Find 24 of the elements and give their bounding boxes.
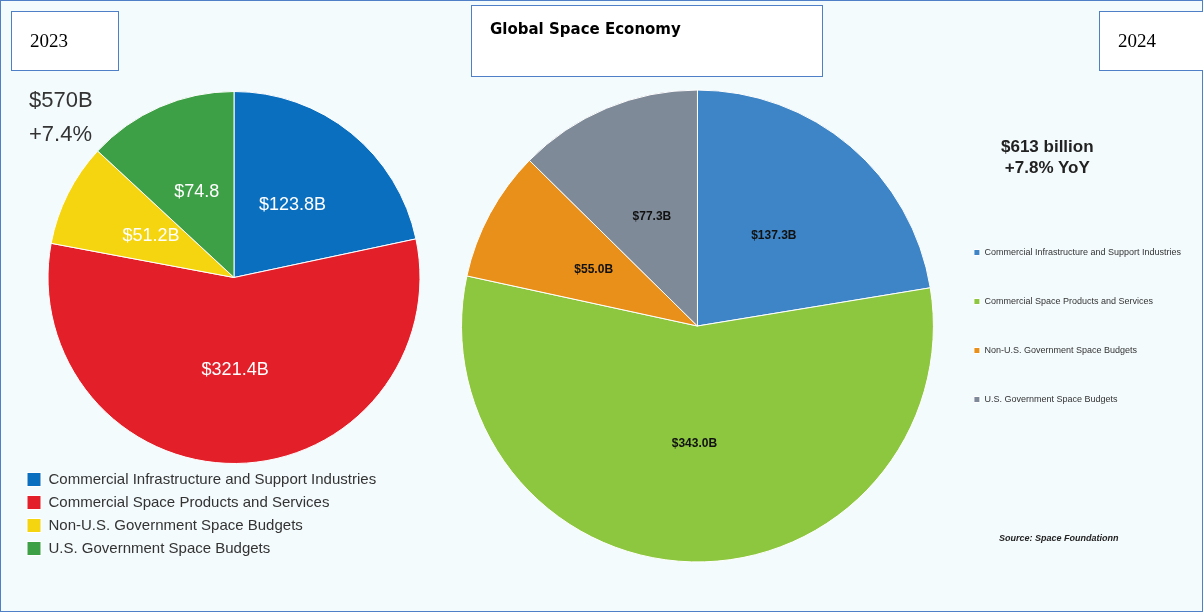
text: +7.4% — [29, 120, 93, 148]
chart-title: 2023 — [11, 11, 119, 71]
legend-label: Commercial Space Products and Services — [984, 295, 1154, 306]
legend-label: Commercial Infrastructure and Support Industries — [48, 469, 377, 487]
data-label: $77.3B — [632, 209, 672, 224]
data-label: $55.0B — [574, 262, 614, 277]
data-label: $321.4B — [201, 359, 269, 380]
text: $613 billion — [1001, 136, 1094, 157]
legend-label: Non-U.S. Government Space Budgets — [984, 344, 1138, 355]
legend-label: U.S. Government Space Budgets — [984, 393, 1118, 404]
source-note: Source: Space Foundationn — [999, 533, 1119, 543]
legend-label: Commercial Space Products and Services — [48, 492, 330, 510]
legend-label: Non-U.S. Government Space Budgets — [48, 515, 303, 533]
data-label: $74.8 — [174, 181, 220, 202]
chart-subtitle: Global Space Economy — [471, 5, 823, 77]
legend-label: Commercial Infrastructure and Support Industries — [984, 246, 1182, 257]
chart-title: 2024 — [1099, 11, 1203, 71]
data-label: $137.3B — [751, 228, 797, 243]
legend-label: U.S. Government Space Budgets — [48, 538, 271, 556]
data-label: $51.2B — [122, 224, 180, 245]
data-label: $123.8B — [259, 194, 327, 215]
text: $570B — [29, 86, 93, 114]
data-label: $343.0B — [671, 436, 718, 451]
text: +7.8% YoY — [1003, 157, 1091, 178]
